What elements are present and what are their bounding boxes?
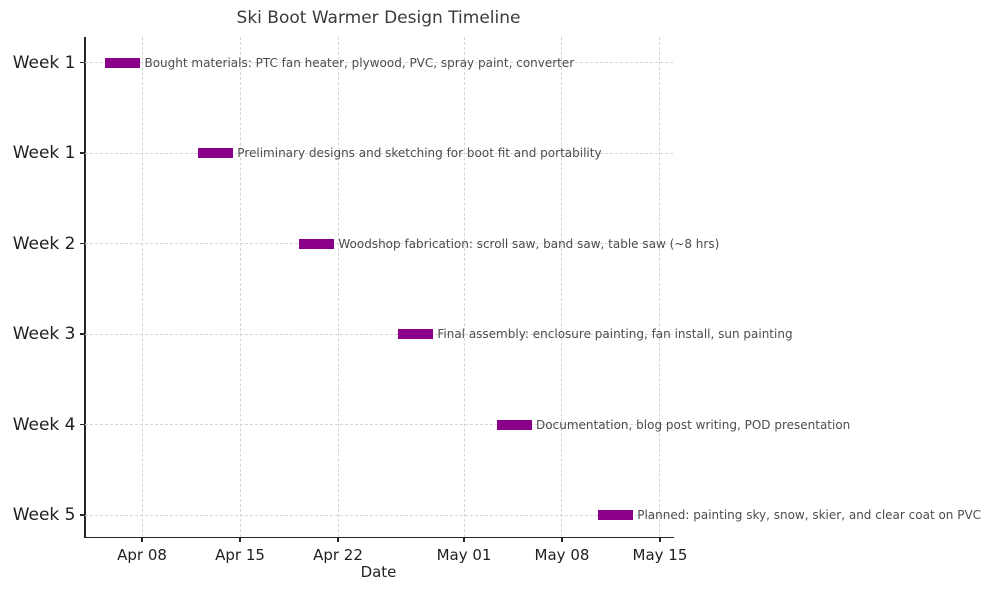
y-tick-label: Week 2 [12,233,76,254]
task-bar [598,510,634,520]
y-tick-label: Week 5 [12,505,76,525]
y-gridline [84,424,673,425]
task-annotation: Woodshop fabrication: scroll saw, band s… [338,236,720,251]
x-tick-label: Apr 15 [215,546,265,564]
x-tick-label: Apr 08 [117,546,167,564]
y-tick-mark [79,242,85,245]
y-tick-label: Week 3 [12,324,76,344]
x-gridline [463,37,465,537]
y-tick-mark [79,152,85,154]
task-bar [105,57,141,68]
y-gridline [84,243,673,244]
x-gridline [561,37,563,537]
y-gridline [84,333,673,335]
x-gridline [141,37,143,537]
x-tick-mark [239,537,241,542]
task-bar [398,329,434,339]
x-tick-mark [561,537,563,542]
task-bar [497,419,533,430]
x-gridline [337,37,339,537]
y-gridline [84,152,673,154]
task-bar [198,148,234,158]
y-axis-spine [84,37,86,537]
x-tick-mark [141,537,143,542]
x-tick-mark [337,537,339,542]
y-tick-label: Week 4 [12,414,76,435]
y-tick-label: Week 1 [12,143,76,163]
task-annotation: Final assembly: enclosure painting, fan … [437,327,793,341]
y-gridline [84,62,673,63]
task-annotation: Preliminary designs and sketching for bo… [237,146,602,160]
task-bar [299,238,335,249]
y-gridline [84,514,673,516]
x-tick-mark [463,537,465,542]
x-tick-label: May 15 [632,546,688,564]
y-tick-mark [79,514,85,516]
y-tick-mark [79,423,85,426]
x-tick-label: May 01 [436,546,492,564]
x-tick-mark [659,537,661,542]
task-annotation: Bought materials: PTC fan heater, plywoo… [144,55,575,70]
x-tick-label: Apr 22 [313,546,363,564]
x-gridline [239,37,241,537]
x-axis-label: Date [360,563,397,581]
y-tick-mark [79,333,85,335]
task-annotation: Documentation, blog post writing, POD pr… [536,417,851,432]
x-tick-label: May 08 [534,546,590,564]
y-tick-label: Week 1 [12,52,76,73]
task-annotation: Planned: painting sky, snow, skier, and … [637,508,982,522]
x-axis-spine [84,536,674,538]
x-gridline [659,37,661,537]
y-tick-mark [79,61,85,64]
chart-title: Ski Boot Warmer Design Timeline [236,8,521,28]
